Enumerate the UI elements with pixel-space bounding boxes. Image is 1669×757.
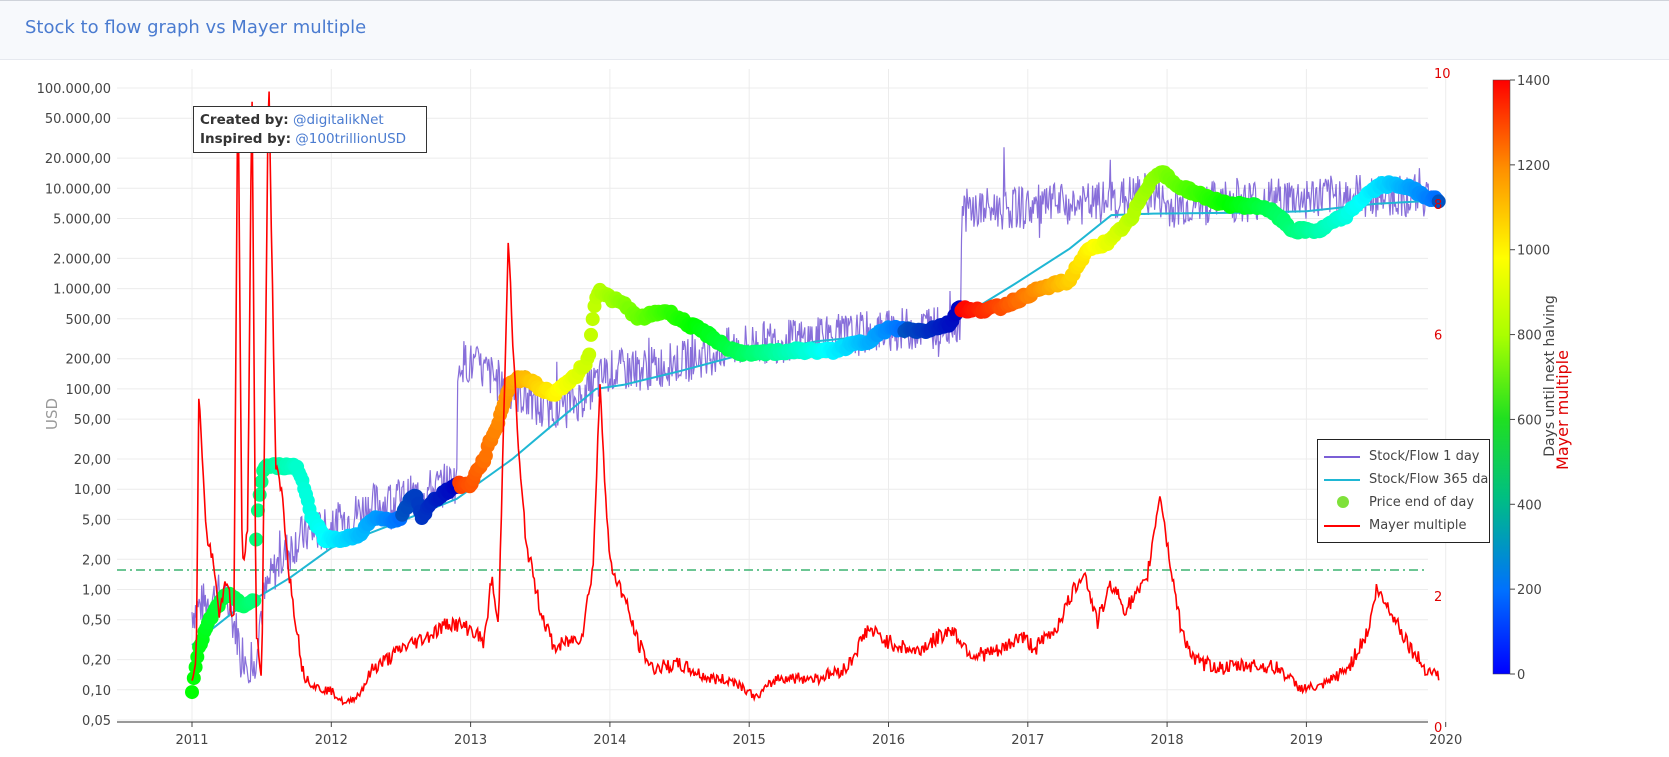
colorbar-tick-label: 200 [1517, 583, 1542, 598]
stock-to-flow-chart: 100.000,00 50.000,00 20.000,00 10.000,00 5.0… [37, 67, 1572, 748]
y2-axis-label: Mayer multiple [1553, 350, 1572, 470]
series-mayer-multiple [191, 91, 1440, 706]
y2-tick-label: 2 [1434, 590, 1442, 605]
y-tick-label: 100,00 [66, 383, 112, 398]
price-dot [186, 671, 201, 686]
panel-title: Stock to flow graph vs Mayer multiple [25, 17, 367, 38]
mayer-multiple-line [191, 91, 1440, 706]
credits-box: Created by: @digitalikNet Inspired by: @… [193, 106, 427, 153]
axes: 100.000,00 50.000,00 20.000,00 10.000,00 5.0… [37, 67, 1572, 748]
series-stock-flow-1-day [191, 147, 1433, 684]
y2-tick-label: 10 [1434, 67, 1451, 82]
x-tick-label: 2017 [1011, 733, 1044, 748]
price-dot [254, 474, 269, 489]
y2-tick-label: 0 [1434, 721, 1442, 736]
grid [117, 69, 1447, 722]
legend-swatch [1324, 479, 1360, 481]
colorbar-tick-label: 1200 [1517, 159, 1550, 174]
colorbar-label: Days until next halving [1542, 295, 1558, 457]
colorbar-tick-label: 400 [1517, 498, 1542, 513]
y-tick-label: 100.000,00 [37, 82, 111, 97]
legend-label: Stock/Flow 365 day [1369, 472, 1490, 487]
x-tick-label: 2016 [872, 733, 905, 748]
y-tick-label: 200,00 [66, 353, 112, 368]
y-tick-label: 0,05 [82, 714, 111, 729]
stock-flow-1-day-line [191, 147, 1433, 684]
credits-created-label: Created by: [200, 112, 289, 128]
y-tick-label: 2,00 [82, 553, 111, 568]
price-dot [1431, 194, 1446, 209]
y-tick-label: 0,10 [82, 684, 111, 699]
x-tick-label: 2018 [1151, 733, 1184, 748]
y-tick-label: 0,20 [82, 654, 111, 669]
panel-header: Stock to flow graph vs Mayer multiple [0, 0, 1669, 60]
y2-tick-label: 8 [1434, 198, 1442, 213]
price-dot [582, 347, 597, 362]
price-dot [585, 312, 600, 327]
legend[interactable]: Stock/Flow 1 day Stock/Flow 365 day Pric… [1317, 439, 1490, 543]
colorbar-tick-label: 600 [1517, 413, 1542, 428]
legend-swatch [1324, 525, 1360, 527]
y-tick-label: 5.000,00 [53, 212, 111, 227]
colorbar: 0 200 400 600 800 1000 1200 1400 Days until next… [1492, 74, 1558, 683]
series-stock-flow-365-day [191, 199, 1432, 646]
y-tick-label: 10.000,00 [45, 182, 111, 197]
y-tick-label: 50.000,00 [45, 112, 111, 127]
price-dot [584, 327, 598, 342]
colorbar-tick-label: 1400 [1517, 74, 1550, 89]
colorbar-tick-label: 0 [1517, 668, 1525, 683]
y-tick-label: 0,50 [82, 614, 111, 629]
x-tick-label: 2019 [1290, 733, 1323, 748]
x-tick-label: 2013 [454, 733, 487, 748]
y-tick-label: 500,00 [66, 313, 112, 328]
y-tick-label: 20,00 [74, 453, 111, 468]
credits-inspired-link[interactable]: @100trillionUSD [295, 131, 407, 147]
colorbar-rect [1492, 79, 1511, 675]
y2-tick-label: 6 [1434, 329, 1442, 344]
legend-label: Stock/Flow 1 day [1369, 449, 1480, 464]
price-dot [185, 685, 199, 700]
y-tick-label: 10,00 [74, 483, 111, 498]
series-price-end-of-day [185, 165, 1446, 700]
legend-swatch [1324, 456, 1360, 458]
y-tick-label: 50,00 [74, 413, 111, 428]
legend-label: Mayer multiple [1369, 518, 1467, 533]
y-tick-label: 5,00 [82, 513, 111, 528]
x-tick-label: 2012 [315, 733, 348, 748]
y-tick-label: 20.000,00 [45, 152, 111, 167]
stock-flow-365-day-line [191, 199, 1432, 646]
colorbar-tick-label: 1000 [1517, 244, 1550, 259]
y-tick-label: 1.000,00 [53, 283, 111, 298]
colorbar-tick-label: 800 [1517, 329, 1542, 344]
x-tick-label: 2015 [733, 733, 766, 748]
y-tick-label: 2.000,00 [53, 252, 111, 267]
legend-label: Price end of day [1369, 495, 1475, 510]
credits-created-link[interactable]: @digitalikNet [292, 112, 384, 128]
x-tick-label: 2020 [1429, 733, 1462, 748]
y-tick-label: 1,00 [82, 584, 111, 599]
credits-inspired-label: Inspired by: [200, 131, 291, 147]
x-tick-label: 2014 [593, 733, 626, 748]
price-dot [247, 593, 262, 608]
y-axis-label: USD [43, 398, 61, 430]
legend-swatch [1337, 496, 1349, 508]
x-tick-label: 2011 [175, 733, 208, 748]
